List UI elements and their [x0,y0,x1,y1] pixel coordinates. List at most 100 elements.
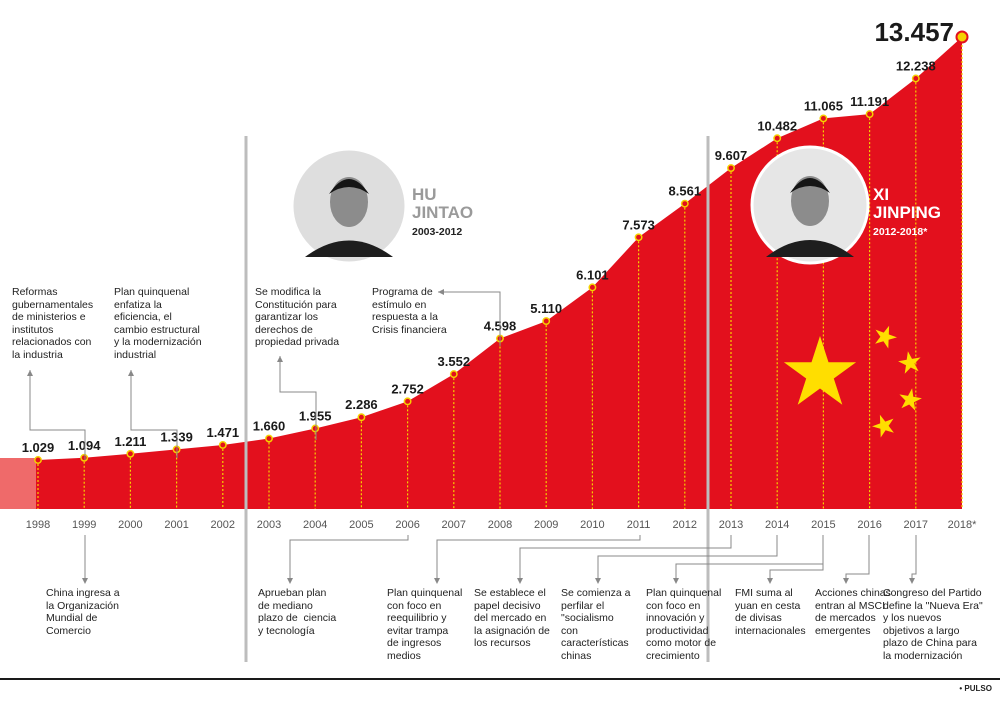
year-label-2013: 2013 [719,519,743,531]
value-label-2006: 2.752 [391,381,424,396]
flag-small-star-4 [872,414,894,438]
note-leader-lines [27,289,917,584]
note-2014-socialismo: Se comienza a perfilar el "socialismo co… [561,587,631,662]
value-label-2000: 1.211 [114,434,146,449]
dot-2016 [865,110,874,119]
value-label-2007: 3.552 [438,354,471,369]
leader-2013-bottom [519,535,732,580]
portraits [290,145,870,265]
year-label-2018*: 2018* [948,519,977,531]
note-2011-plan: Plan quinquenal con foco en reequilibrio… [387,587,463,662]
year-label-2001: 2001 [164,519,188,531]
arrow-2008 [438,289,444,295]
hu-jintao-portrait [290,147,408,265]
xi-jinping-portrait [750,145,870,265]
year-label-2017: 2017 [904,519,928,531]
red-area [0,37,962,509]
year-label-1998: 1998 [26,519,50,531]
leader-2016-plan-bottom [675,535,824,580]
value-label-2014: 10.482 [757,118,797,133]
dot-2003 [265,434,273,443]
dot-2002 [218,441,227,449]
xi-jinping-years: 2012-2018* [873,226,928,238]
value-label-2018*: 13.457 [874,17,954,47]
year-label-2007: 2007 [442,519,466,531]
arrow-bottom-8 [843,578,849,584]
year-label-2005: 2005 [349,519,373,531]
dot-2006 [403,397,412,406]
year-label-2011: 2011 [627,519,651,531]
dot-2004 [311,424,320,433]
year-label-1999: 1999 [72,519,96,531]
leader-2014-bottom [597,535,778,580]
leader-2001-top [130,370,178,458]
dot-2005 [357,413,366,422]
year-label-2009: 2009 [534,519,558,531]
note-2016-fmi: FMI suma al yuan en cesta de divisas int… [735,587,806,637]
year-label-2012: 2012 [673,519,697,531]
dot-2015 [819,114,828,123]
arrow-bottom-4 [517,578,523,584]
note-2016-plan: Plan quinquenal con foco en innovación y… [646,587,722,662]
dot-1999 [80,453,89,462]
value-label-2005: 2.286 [345,397,378,412]
flag-small-star-1 [875,325,897,349]
note-2008-estimulo: Programa de estímulo en respuesta a la C… [372,286,447,336]
hu-jintao-years: 2003-2012 [412,226,463,238]
year-label-2014: 2014 [765,519,789,531]
year-label-2008: 2008 [488,519,512,531]
arrow-bottom-1 [82,578,88,584]
xi-jinping-name: XI JINPING [873,185,942,222]
flag-big-star [783,336,857,405]
arrow-top-2 [128,370,134,376]
value-label-2011: 7.573 [622,217,655,232]
lead-in-block [0,458,36,509]
value-label-2013: 9.607 [715,148,748,163]
value-label-2016: 11.191 [850,94,889,109]
hu-jintao-name: HU JINTAO [412,185,474,222]
flag-stars [783,325,922,438]
year-label-2004: 2004 [303,519,327,531]
leader-2016-fmi-bottom [769,535,824,580]
value-label-2003: 1.660 [253,419,286,434]
flag-small-star-2 [898,351,921,374]
hu-jintao-portrait-suit [305,240,393,257]
dot-2012 [680,199,689,208]
credit-pulso: • PULSO [959,684,992,693]
note-1999-omc: China ingresa a la Organización Mundial … [46,587,120,637]
leader-2004-top [279,356,317,440]
dot-2007 [449,370,458,379]
note-2013-mercado: Se establece el papel decisivo del merca… [474,587,550,649]
dot-2018* [955,30,969,44]
arrow-bottom-6 [673,578,679,584]
dot-2009 [542,317,551,326]
arrow-bottom-7 [767,578,773,584]
note-2017-msci: Acciones chinas entran al MSCI de mercad… [815,587,891,637]
leader-2006-bottom [289,535,409,580]
xi-jinping-portrait-hair [790,178,830,193]
arrow-bottom-2 [287,578,293,584]
arrow-bottom-5 [595,578,601,584]
area-layer [0,37,962,509]
xi-jinping-portrait-face [791,176,829,226]
dot-2010 [588,283,597,292]
leader-2017-congreso-bottom [911,535,917,580]
dot-2017 [911,74,920,83]
arrow-bottom-3 [434,578,440,584]
leader-2017-msci-bottom [845,535,870,580]
value-label-2002: 1.471 [207,425,240,440]
dot-2011 [634,233,643,242]
hu-jintao-portrait-face [330,177,368,227]
dot-2000 [126,449,135,458]
arrow-top-3 [277,356,283,362]
year-labels: 1998 1999 2000 2001 2002 2003 2004 2005 2006 2007… [26,519,977,531]
year-label-2002: 2002 [211,519,235,531]
flag-small-star-3 [899,388,922,411]
value-label-2015: 11.065 [804,98,843,113]
note-2017-congreso: Congreso del Partido define la "Nueva Er… [883,587,983,662]
year-label-2006: 2006 [395,519,419,531]
dot-2014 [773,134,782,143]
value-label-2017: 12.238 [896,58,936,73]
note-2004-constitucion: Se modifica la Constitución para garanti… [255,286,340,348]
